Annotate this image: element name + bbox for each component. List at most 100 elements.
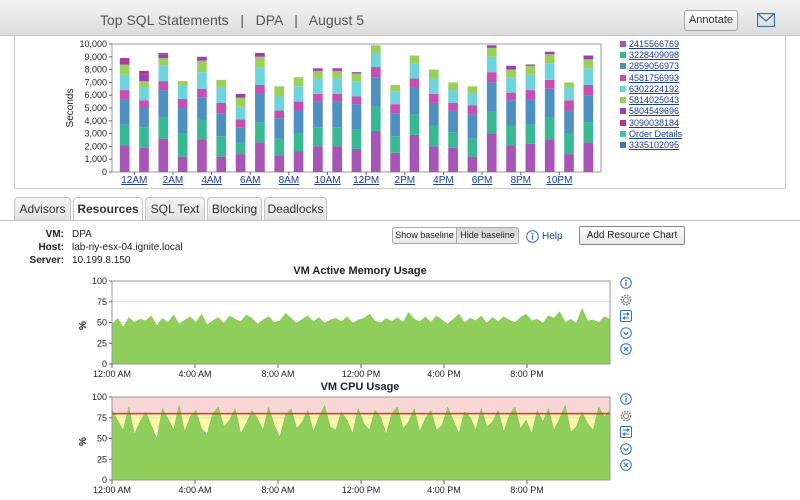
x-tick-label[interactable]: 8AM — [279, 175, 300, 186]
bar-segment — [139, 74, 149, 82]
bar-segment — [177, 84, 188, 100]
show-baseline-button[interactable]: Show baseline — [392, 227, 457, 244]
legend-item[interactable]: 3335102095 — [620, 140, 780, 151]
tab-sql-text[interactable]: SQL Text — [145, 197, 205, 221]
bar-segment — [409, 114, 420, 135]
legend-item[interactable]: 5814025043 — [620, 94, 780, 105]
legend-item[interactable]: 2415566769 — [620, 38, 780, 49]
bar-segment — [428, 146, 439, 172]
tab-advisors[interactable]: Advisors — [14, 197, 71, 221]
bar-segment — [390, 84, 400, 92]
legend-swatch — [620, 74, 626, 81]
bar-segment — [158, 81, 169, 91]
bar-segment — [544, 88, 555, 117]
bar-segment — [409, 87, 420, 115]
bar-segment — [119, 74, 130, 91]
bar-segment — [409, 78, 420, 88]
bar-segment — [274, 96, 285, 111]
top-sql-panel: 0 1,000 2,000 3,000 4,000 5,000 6,000 7,000 8,00… — [14, 36, 786, 189]
swap-icon[interactable] — [620, 310, 632, 322]
bar-segment — [351, 129, 362, 149]
legend-label[interactable]: Order Details — [629, 129, 683, 140]
legend-label[interactable]: 5814025043 — [629, 95, 680, 106]
bar-segment — [370, 45, 381, 53]
legend-item[interactable]: 6302224192 — [620, 83, 780, 94]
x-tick-label[interactable]: 6PM — [472, 175, 493, 186]
legend-item[interactable]: 5804549696 — [620, 106, 780, 117]
bar-segment — [583, 55, 594, 60]
swap-icon[interactable] — [620, 426, 632, 438]
x-tick-label[interactable]: 2PM — [395, 175, 416, 186]
y-axis-label: Seconds — [65, 89, 76, 128]
y-tick-label: 50 — [97, 434, 107, 444]
y-axis-label: % — [78, 321, 89, 330]
x-tick-label[interactable]: 8PM — [510, 175, 531, 186]
bar-segment — [583, 122, 594, 143]
x-tick-label: 4:00 AM — [178, 369, 211, 379]
bar-segment — [486, 56, 497, 73]
top-sql-bar-chart: 0 1,000 2,000 3,000 4,000 5,000 6,000 7,000 8,00… — [65, 39, 602, 186]
x-tick-label: 12:00 AM — [93, 369, 131, 379]
hide-baseline-button[interactable]: Hide baseline — [456, 227, 519, 244]
legend-label[interactable]: 2859056973 — [629, 61, 680, 72]
page-title: Top SQL Statements | DPA | August 5 — [100, 12, 365, 28]
legend-item[interactable]: Order Details — [620, 128, 780, 139]
bar-segment — [486, 47, 497, 57]
tab-deadlocks[interactable]: Deadlocks — [264, 197, 327, 221]
legend-label[interactable]: 3228409098 — [629, 49, 680, 60]
bar-segment — [390, 113, 400, 137]
bar-segment — [506, 92, 516, 101]
annotate-button[interactable]: Annotate — [684, 10, 738, 31]
tab-resources[interactable]: Resources — [73, 197, 143, 222]
bar-segment — [390, 104, 400, 114]
x-tick-label[interactable]: 6AM — [240, 175, 261, 186]
x-tick-label[interactable]: 10AM — [314, 175, 340, 186]
bar-segment — [448, 90, 458, 103]
legend-item[interactable]: 3090038184 — [620, 117, 780, 128]
bar-segment — [467, 93, 478, 106]
close-icon[interactable] — [620, 459, 632, 471]
legend-item[interactable]: 2859056973 — [620, 61, 780, 72]
x-tick-label[interactable]: 12AM — [121, 175, 147, 186]
gear-icon[interactable] — [620, 410, 632, 422]
x-tick-label[interactable]: 4PM — [433, 175, 454, 186]
legend-label[interactable]: 6302224192 — [629, 83, 680, 94]
legend-item[interactable]: 4581756993 — [620, 72, 780, 83]
legend-label[interactable]: 5804549696 — [629, 106, 680, 117]
bar-segment — [158, 52, 169, 55]
chevron-down-icon[interactable] — [620, 442, 632, 455]
close-icon[interactable] — [620, 343, 632, 355]
bar-segment — [370, 52, 381, 68]
help-link[interactable]: Help — [526, 228, 563, 244]
add-resource-chart-button[interactable]: Add Resource Chart — [579, 226, 685, 245]
bar-segment — [177, 156, 188, 172]
bar-segment — [274, 155, 285, 172]
tab-blocking[interactable]: Blocking — [207, 197, 262, 221]
x-tick-label[interactable]: 12PM — [353, 175, 379, 186]
bar-segment — [158, 90, 169, 117]
legend-label[interactable]: 3090038184 — [629, 117, 680, 128]
x-tick-label[interactable]: 4AM — [201, 175, 222, 186]
y-tick-label: 3,000 — [84, 129, 107, 139]
y-tick-label: 75 — [97, 297, 107, 307]
vm-label: VM: — [45, 229, 64, 240]
bar-segment — [544, 51, 555, 55]
bar-segment — [448, 110, 458, 133]
gear-icon[interactable] — [620, 294, 632, 306]
bar-segment — [293, 77, 304, 87]
x-tick-label[interactable]: 10PM — [546, 175, 572, 186]
info-icon[interactable] — [620, 393, 632, 405]
chevron-down-icon[interactable] — [620, 326, 632, 339]
legend-label[interactable]: 2415566769 — [629, 38, 680, 49]
legend-swatch — [620, 40, 626, 47]
legend-label[interactable]: 4581756993 — [629, 72, 680, 83]
x-tick-label[interactable]: 2AM — [163, 175, 184, 186]
info-icon[interactable] — [620, 277, 632, 289]
y-tick-label: 8,000 — [84, 65, 107, 75]
envelope-icon[interactable] — [757, 13, 775, 27]
bar-segment — [216, 87, 227, 103]
bar-segment — [255, 93, 265, 123]
legend-item[interactable]: 3228409098 — [620, 49, 780, 60]
legend-label[interactable]: 3335102095 — [629, 140, 680, 151]
bar-segment — [544, 140, 555, 172]
